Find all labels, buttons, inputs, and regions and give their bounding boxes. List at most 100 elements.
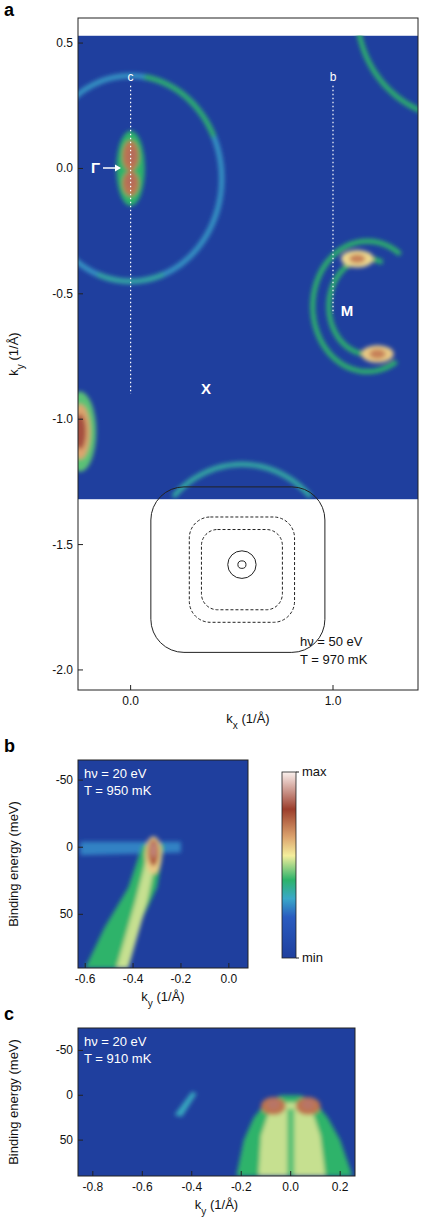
- cut-label: c: [128, 70, 134, 84]
- schematic-circle: [228, 551, 256, 579]
- y-tick-label: 0: [66, 840, 73, 854]
- cut-label: b: [330, 70, 337, 84]
- y-tick-label: -1.0: [52, 412, 73, 426]
- intensity-blob: [148, 839, 159, 866]
- schematic-contour: [189, 517, 294, 622]
- x-tick-label: -0.8: [82, 1180, 103, 1194]
- intensity-blob: [261, 1097, 286, 1115]
- intensity-blob: [296, 1097, 321, 1115]
- intensity-blob: [361, 345, 393, 363]
- cut-line: [332, 86, 333, 314]
- point-label: Γ: [91, 159, 100, 176]
- y-tick-label: 0.0: [56, 161, 73, 175]
- intensity-blob: [341, 250, 373, 268]
- intensity-blob: [349, 254, 365, 263]
- intensity-region: [80, 842, 181, 855]
- axis-title: Binding energy (meV): [6, 1039, 21, 1165]
- panel-letter: b: [4, 736, 15, 756]
- features: [80, 836, 181, 968]
- x-tick: [333, 685, 334, 690]
- intensity-arc: [329, 259, 381, 354]
- map: [78, 760, 248, 968]
- intensity-blob: [128, 147, 136, 165]
- map-background: [78, 36, 418, 500]
- x-tick-label: -0.2: [171, 972, 192, 986]
- x-tick: [290, 1171, 291, 1176]
- intensity-blob: [151, 842, 157, 858]
- features: [78, 36, 418, 496]
- panel-letter: a: [4, 0, 15, 20]
- x-tick: [180, 963, 181, 968]
- intensity-region: [174, 1092, 196, 1117]
- y-tick: [78, 1095, 83, 1096]
- intensity-region: [287, 1109, 294, 1176]
- axis-title-rest: (1/Å): [238, 711, 270, 726]
- map: [78, 36, 418, 500]
- schematic-contour: [201, 530, 282, 610]
- intensity-arc: [175, 464, 310, 495]
- x-tick-label: 0.0: [122, 694, 139, 708]
- axis-title-rest: (1/Å): [6, 332, 21, 364]
- schematic-contour: [151, 487, 325, 652]
- annotation: hν = 50 eV: [300, 634, 363, 649]
- panel-letter: c: [4, 1004, 14, 1024]
- x-tick: [130, 685, 131, 690]
- panel-a: cbΓXM0.50.0-0.5-1.0-1.5-2.00.01.0kx (1/Å…: [4, 0, 431, 731]
- axis-title-main: Binding energy (meV): [6, 801, 21, 927]
- x-tick: [228, 963, 229, 968]
- axis-title-main: Binding energy (meV): [6, 1039, 21, 1165]
- map-background: [78, 760, 248, 968]
- plot-area: [78, 1028, 355, 1176]
- y-tick: [78, 43, 83, 44]
- panel-b: -50050-0.6-0.4-0.20.0ky (1/Å)Binding ene…: [4, 736, 327, 1009]
- annotation: T = 970 mK: [300, 652, 368, 667]
- x-tick-label: -0.6: [75, 972, 96, 986]
- y-tick: [78, 168, 83, 169]
- schematic-circle: [238, 561, 246, 569]
- plot-frame: [78, 18, 418, 690]
- intensity-region: [236, 1095, 352, 1176]
- plot-frame: [78, 760, 248, 968]
- axis-title-rest: (1/Å): [206, 1197, 238, 1212]
- axis-title: Binding energy (meV): [6, 801, 21, 927]
- point-label: X: [201, 380, 211, 397]
- y-tick: [78, 914, 83, 915]
- y-tick-label: 50: [60, 1133, 74, 1147]
- intensity-arc: [359, 36, 418, 115]
- intensity-arc: [78, 76, 222, 282]
- y-tick-label: -50: [56, 1043, 74, 1057]
- intensity-blob: [267, 1099, 279, 1110]
- intensity-blob: [78, 414, 86, 449]
- y-tick: [78, 780, 83, 781]
- x-tick: [133, 963, 134, 968]
- colorbar-tick: [296, 958, 299, 959]
- y-tick: [78, 1050, 83, 1051]
- intensity-arc: [313, 241, 399, 371]
- y-tick: [78, 544, 83, 545]
- x-tick: [142, 1171, 143, 1176]
- x-tick: [191, 1171, 192, 1176]
- y-tick: [78, 1140, 83, 1141]
- x-tick-label: 0.2: [332, 1180, 349, 1194]
- x-tick-label: -0.2: [231, 1180, 252, 1194]
- colorbar: [282, 772, 296, 958]
- annotation: hν = 20 eV: [84, 766, 147, 781]
- annotation: hν = 20 eV: [84, 1034, 147, 1049]
- x-tick-label: 0.0: [221, 972, 238, 986]
- x-tick: [85, 963, 86, 968]
- colorbar-label: max: [302, 764, 327, 779]
- y-tick-label: 50: [60, 907, 74, 921]
- intensity-blob: [145, 836, 162, 874]
- axis-title-rest: (1/Å): [153, 989, 185, 1004]
- intensity-blob: [78, 392, 96, 472]
- panel-c: -50050-0.8-0.6-0.4-0.20.00.2ky (1/Å)Bind…: [4, 1004, 355, 1217]
- x-tick-label: 0.0: [282, 1180, 299, 1194]
- map-background: [78, 1028, 355, 1176]
- x-tick-label: -0.4: [181, 1180, 202, 1194]
- figure: cbΓXM0.50.0-0.5-1.0-1.5-2.00.01.0kx (1/Å…: [0, 0, 431, 1223]
- x-tick-label: 1.0: [325, 694, 342, 708]
- colorbar-tick: [296, 772, 299, 773]
- point-label: M: [341, 302, 354, 319]
- features: [174, 1092, 352, 1176]
- annotation: T = 910 mK: [84, 1051, 152, 1066]
